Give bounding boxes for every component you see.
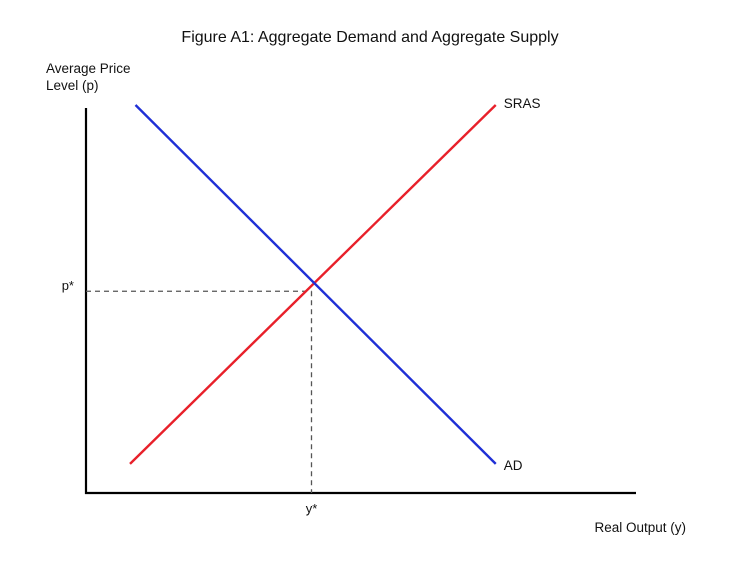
chart-title: Figure A1: Aggregate Demand and Aggregat… — [181, 29, 558, 46]
y-tick-p-star: p* — [62, 278, 74, 293]
curve-labels: SRAS AD — [504, 96, 541, 473]
y-axis-title-line-2: Level (p) — [46, 78, 99, 93]
x-tick-y-star: y* — [306, 501, 318, 516]
ad-curve — [134, 104, 497, 465]
sras-label: SRAS — [504, 96, 541, 111]
curves — [129, 104, 497, 465]
equilibrium-guides — [86, 290, 313, 493]
y-axis-title-line-1: Average Price — [46, 61, 131, 76]
ad-label: AD — [504, 458, 523, 473]
x-axis-title: Real Output (y) — [594, 520, 686, 535]
sras-curve — [129, 104, 497, 465]
